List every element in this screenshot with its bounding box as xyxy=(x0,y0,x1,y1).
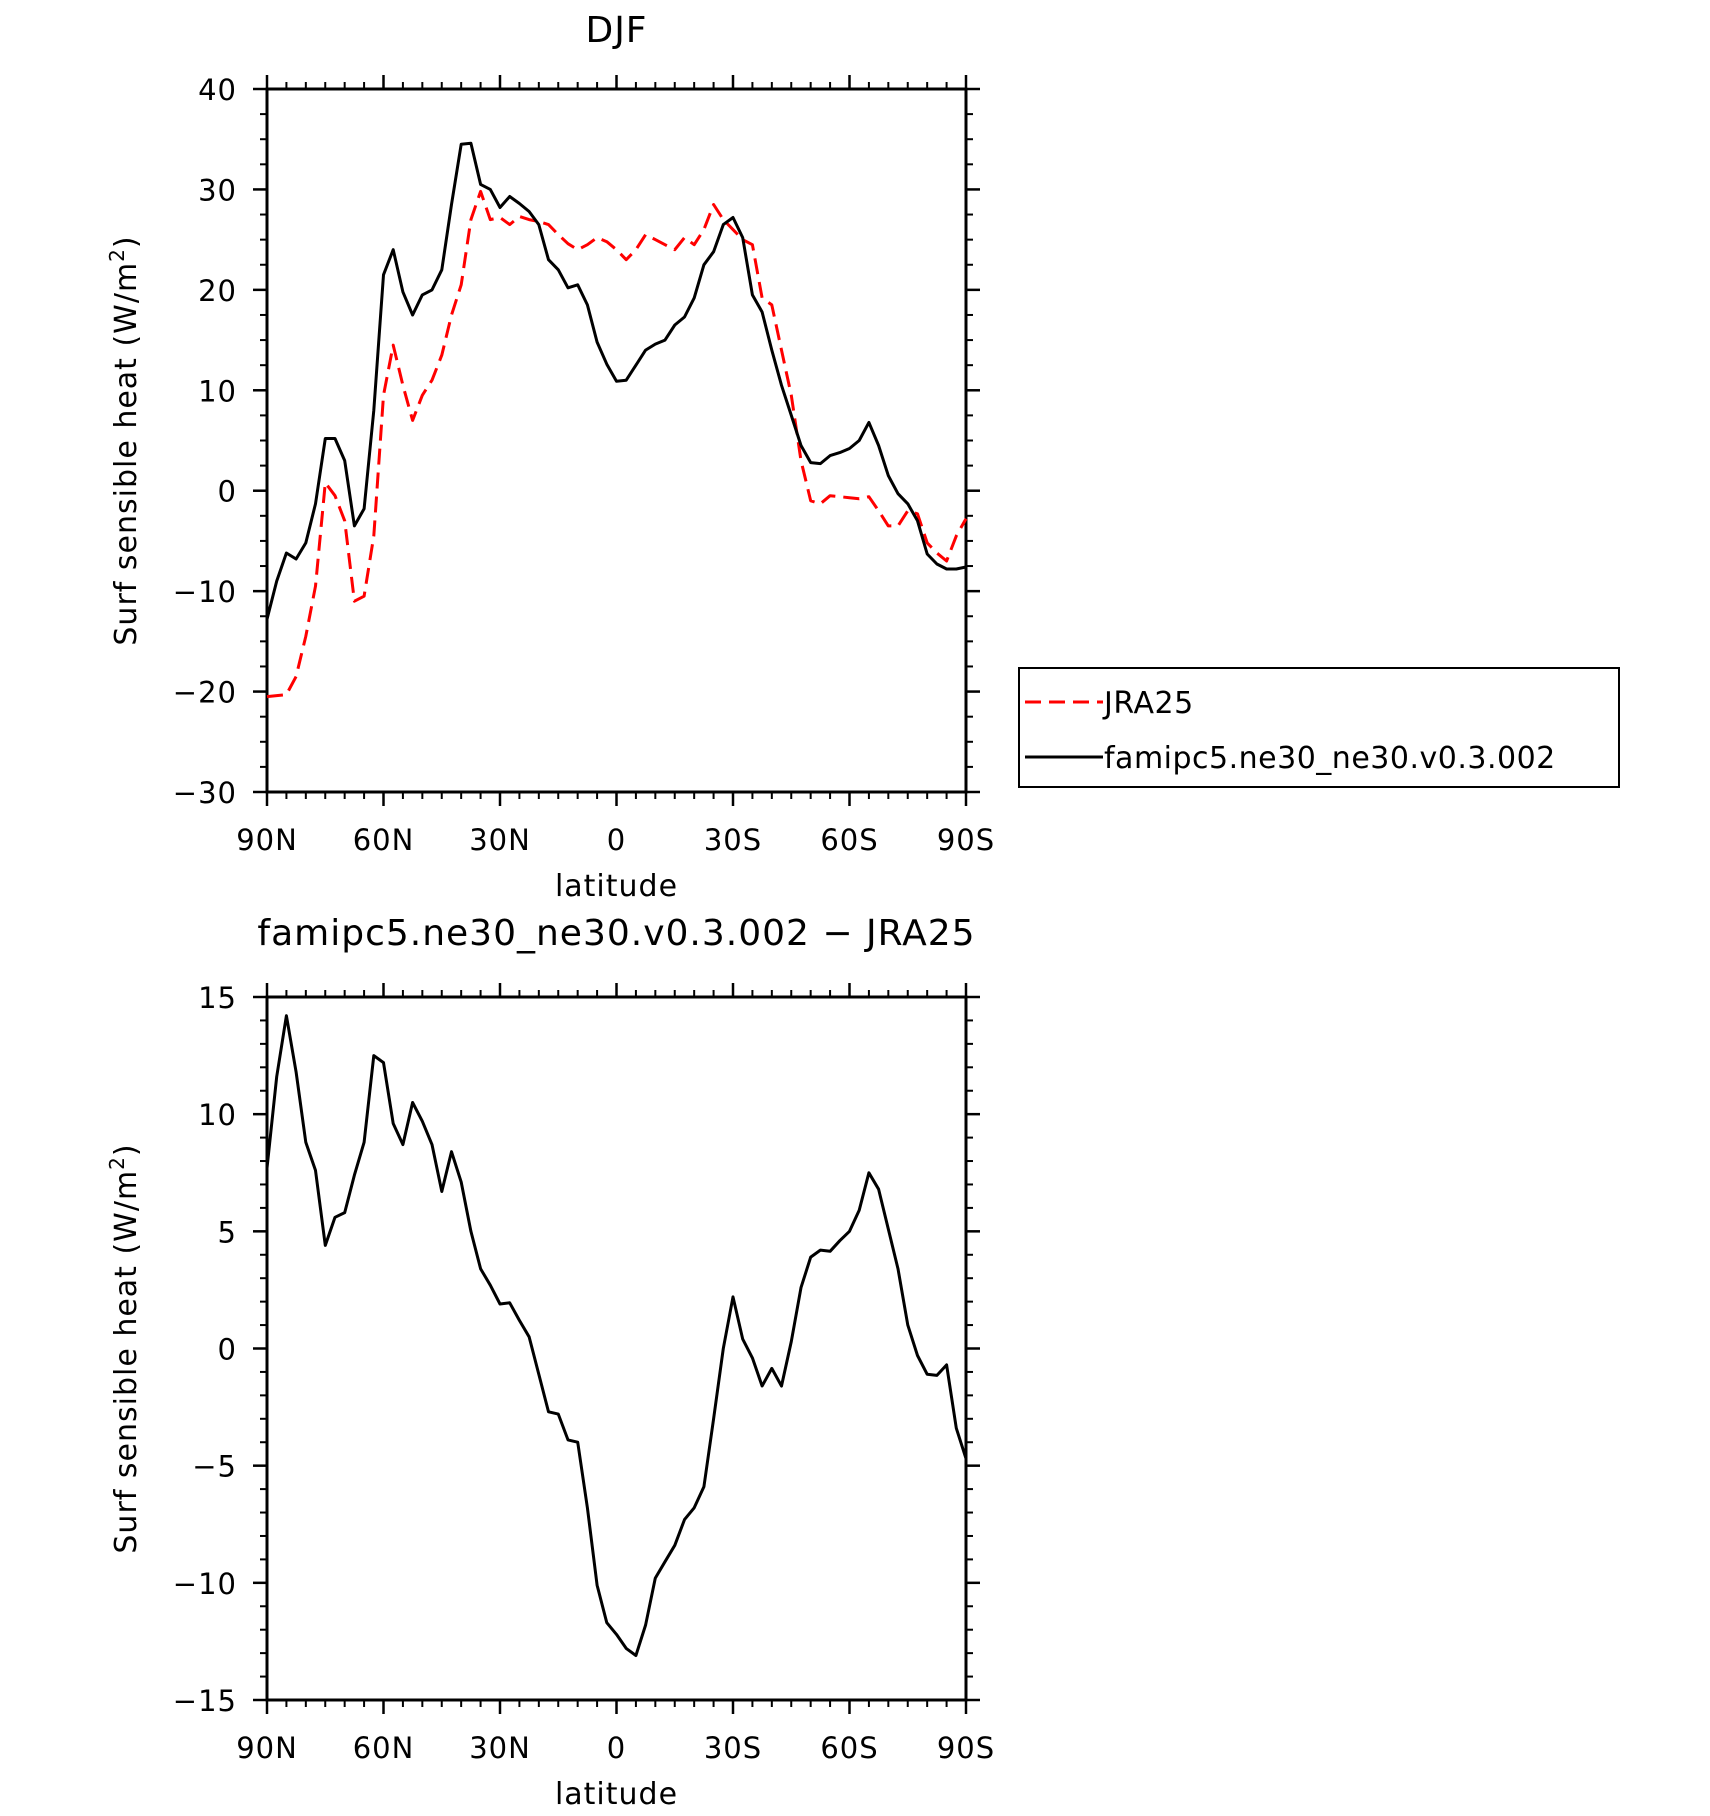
legend-box xyxy=(1018,667,1620,788)
x-axis-title: latitude xyxy=(555,1777,678,1812)
x-tick-label: 30N xyxy=(469,823,531,857)
y-tick-label: −15 xyxy=(173,1684,237,1718)
series-line-difference xyxy=(265,1014,968,1657)
y-tick-label: 20 xyxy=(198,274,237,308)
y-tick-label: 10 xyxy=(198,1098,237,1132)
y-tick-label: −10 xyxy=(173,1567,237,1601)
x-tick-label: 90N xyxy=(236,1731,298,1765)
bottom-panel-difference: 90N 60N 30N 0 30S 60S 90S −15 −10 −5 0 5 10 15 famipc5… xyxy=(105,913,995,1812)
y-tick-label: −10 xyxy=(173,575,237,609)
x-axis-title: latitude xyxy=(555,869,678,904)
x-tick-label: 30S xyxy=(704,823,762,857)
x-tick-label: 30N xyxy=(469,1731,531,1765)
y-tick-label: −20 xyxy=(173,676,237,710)
y-axis-title-close: ) xyxy=(109,235,144,248)
y-axis-title-superscript: 2 xyxy=(105,1156,129,1170)
top-panel-djf: 90N 60N 30N 0 30S 60S 90S −30 −20 −10 0 10 20 30 40 DJF… xyxy=(105,10,995,904)
x-tick-label: 0 xyxy=(607,1731,626,1765)
series-line-model xyxy=(265,141,967,620)
x-tick-label: 60S xyxy=(820,823,878,857)
plot-frame xyxy=(265,995,968,1702)
x-tick-label: 60N xyxy=(353,823,415,857)
panel-title: famipc5.ne30_ne30.v0.3.002 − JRA25 xyxy=(257,913,975,954)
y-axis-title: Surf sensible heat (W/m2) xyxy=(105,1143,144,1553)
legend-label: famipc5.ne30_ne30.v0.3.002 xyxy=(1104,741,1556,776)
y-axis-title-superscript: 2 xyxy=(105,248,129,262)
y-axis-title: Surf sensible heat (W/m2) xyxy=(105,235,144,645)
x-tick-label: 90S xyxy=(937,823,995,857)
x-tick-label: 0 xyxy=(607,823,626,857)
y-tick-label: 10 xyxy=(198,374,237,408)
y-tick-label: 0 xyxy=(218,1333,237,1367)
y-tick-label: −5 xyxy=(192,1450,237,1484)
x-tick-label: 90S xyxy=(937,1731,995,1765)
x-tick-label: 60N xyxy=(353,1731,415,1765)
legend-label: JRA25 xyxy=(1102,686,1194,721)
y-tick-label: 5 xyxy=(218,1215,237,1249)
x-tick-label: 30S xyxy=(704,1731,762,1765)
y-axis-title-text: Surf sensible heat (W/m xyxy=(109,262,144,646)
y-tick-label: 0 xyxy=(218,475,237,509)
y-tick-label: 40 xyxy=(198,73,237,107)
panel-title: DJF xyxy=(585,10,647,51)
y-tick-label: −30 xyxy=(173,776,237,810)
y-axis-title-close: ) xyxy=(109,1143,144,1156)
x-tick-label: 90N xyxy=(236,823,298,857)
series-line-jra25 xyxy=(266,189,968,699)
y-tick-label: 15 xyxy=(198,981,237,1015)
y-axis-title-text: Surf sensible heat (W/m xyxy=(109,1170,144,1554)
legend: JRA25 famipc5.ne30_ne30.v0.3.002 xyxy=(1018,667,1620,788)
x-tick-label: 60S xyxy=(820,1731,878,1765)
y-tick-label: 30 xyxy=(198,173,237,207)
